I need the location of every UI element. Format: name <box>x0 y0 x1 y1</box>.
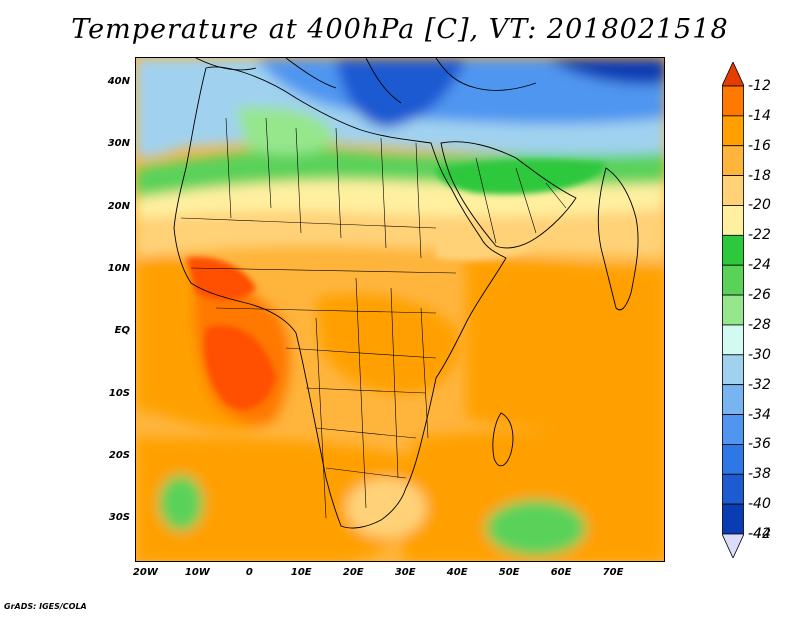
temperature-detail <box>186 159 606 410</box>
coastlines <box>173 58 639 529</box>
colorbar-segment <box>722 85 744 117</box>
colorbar <box>721 61 745 559</box>
colorbar-segment <box>722 503 744 535</box>
lat-tick-label: 20N <box>107 200 130 212</box>
colorbar-segment <box>722 384 744 415</box>
colorbar-segment <box>722 324 744 356</box>
field-indian-ocean <box>466 258 664 438</box>
colorbar-level-label: -36 <box>748 436 771 453</box>
temperature-map <box>135 57 665 562</box>
country-borders <box>180 117 567 519</box>
colorbar-level-label: -40 <box>748 496 771 513</box>
colorbar-segment <box>722 414 744 445</box>
india-coastline <box>597 167 639 311</box>
map-title: Temperature at 400hPa [C], VT: 201802151… <box>71 14 729 45</box>
colorbar-level-label: -14 <box>748 107 771 124</box>
colorbar-level-label: -42 <box>748 526 771 542</box>
field-cyan-west <box>136 75 206 158</box>
colorbar-level-label: -24 <box>748 257 771 274</box>
lon-tick-label: 10E <box>290 567 312 578</box>
lon-tick-label: 60E <box>550 567 572 578</box>
colorbar-level-label: -44 <box>748 526 771 542</box>
field-green-southwest <box>159 475 203 531</box>
arabia-coastline <box>440 141 577 249</box>
field-light-south <box>346 478 426 538</box>
field-hot-guinea <box>186 257 256 300</box>
lat-tick-label: 10S <box>108 387 130 399</box>
grads-credit: GrADS: IGES/COLA <box>4 602 87 611</box>
colorbar-segment <box>722 234 744 266</box>
field-darkblue-east <box>546 58 664 85</box>
europe-coastline <box>195 58 537 104</box>
colorbar-level-label: -38 <box>748 466 771 483</box>
field-cool-ethiopia <box>436 232 536 260</box>
colorbar-level-label: -12 <box>748 78 771 94</box>
lon-tick-label: 70E <box>602 567 624 578</box>
africa-coastline <box>173 66 507 529</box>
field-warm-central <box>316 294 459 394</box>
lat-tick-label: 30S <box>108 512 130 524</box>
colorbar-segment <box>722 294 744 326</box>
colorbar-level-label: -30 <box>748 346 771 363</box>
field-darkblue-med <box>336 58 466 128</box>
colorbar-segment <box>722 264 744 296</box>
field-south-band <box>136 438 422 561</box>
colorbar-level-label: -16 <box>748 137 771 154</box>
lat-tick-label: 40N <box>107 75 130 87</box>
lon-tick-label: 20E <box>342 567 364 578</box>
lon-tick-label: 40E <box>446 567 468 578</box>
temperature-field <box>136 58 664 561</box>
colorbar-segment <box>722 175 744 206</box>
lat-tick-label: 20S <box>108 450 130 461</box>
colorbar-segment <box>722 115 744 147</box>
field-hot-angola <box>204 325 276 410</box>
colorbar-segment <box>722 205 744 236</box>
colorbar-level-label: -34 <box>748 406 771 423</box>
lat-tick-label: 10N <box>107 262 130 274</box>
colorbar-level-label: -18 <box>748 167 771 184</box>
colorbar-segment <box>722 145 744 176</box>
colorbar-level-label: -26 <box>748 287 771 304</box>
colorbar-level-label: -20 <box>748 197 771 214</box>
colorbar-segment <box>722 354 744 386</box>
colorbar-top-arrow <box>721 61 745 87</box>
field-green-atlas <box>236 106 336 155</box>
colorbar-level-label: -28 <box>748 316 771 333</box>
lon-tick-label: 50E <box>498 567 520 578</box>
colorbar-level-label: -22 <box>748 227 771 244</box>
colorbar-level-label: -32 <box>748 376 771 393</box>
colorbar-segment <box>722 443 744 475</box>
lon-tick-label: 0 <box>245 567 253 578</box>
field-green-southeast <box>486 500 586 556</box>
lat-tick-label: 30N <box>107 138 130 150</box>
lon-tick-label: 20W <box>132 567 158 578</box>
colorbar-bottom-arrow <box>721 533 745 559</box>
lon-tick-label: 10W <box>184 567 210 578</box>
lon-tick-label: 30E <box>394 567 416 578</box>
madagascar-coastline <box>492 412 514 467</box>
colorbar-segment <box>722 473 744 505</box>
field-south-east <box>400 430 664 561</box>
lat-tick-label: EQ <box>114 325 130 337</box>
